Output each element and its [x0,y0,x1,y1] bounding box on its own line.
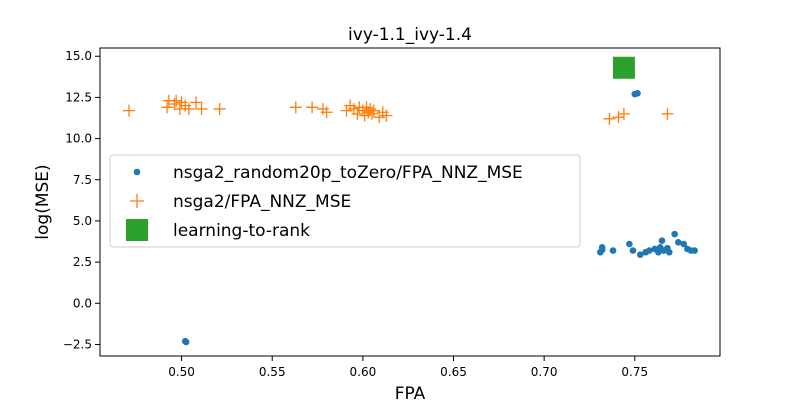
y-tick-label: 12.5 [65,90,92,104]
y-axis-title: log(MSE) [33,164,53,239]
data-point-plus [367,104,380,117]
legend-marker-square [126,219,148,241]
data-point-square [612,56,635,79]
x-tick-label: 0.60 [350,365,377,379]
plot-area [123,56,698,346]
data-point-plus [168,98,181,110]
data-point-circle [636,251,644,259]
data-point-circle [598,243,606,251]
y-tick-label: 15.0 [65,49,92,63]
legend-frame [109,154,581,248]
data-point-circle [182,338,190,346]
legend-marker-circle [133,168,141,176]
y-tick-label: 0.0 [73,296,92,310]
data-point-plus [123,104,136,117]
x-axis: 0.50 0.55 0.60 0.65 0.70 0.75 [168,356,648,379]
data-point-circle [675,239,682,246]
x-tick-label: 0.65 [440,365,467,379]
data-point-plus [195,102,208,115]
data-point-circle [680,240,688,248]
data-point-plus [161,101,174,114]
data-point-plus [306,101,319,114]
series-0 [181,89,698,346]
x-tick-label: 0.50 [168,365,195,379]
data-point-plus [289,101,302,114]
data-point-circle [658,237,666,245]
data-point-circle [629,247,637,254]
data-point-plus [190,96,203,109]
y-tick-label: 7.5 [73,173,92,187]
data-point-circle [609,247,617,254]
legend-entries: nsga2_random20p_toZero/FPA_NNZ_MSE nsga2/… [126,163,523,241]
data-point-circle [671,230,678,238]
legend-marker-plus [130,194,144,208]
y-tick-label: 2.5 [73,255,92,269]
x-tick-label: 0.75 [621,365,648,379]
legend-label: nsga2_random20p_toZero/FPA_NNZ_MSE [173,163,523,183]
axes-frame [99,47,721,357]
x-tick-label: 0.55 [259,365,286,379]
data-point-circle [691,247,698,254]
data-point-plus [170,94,183,107]
data-point-plus [320,106,333,119]
legend: nsga2_random20p_toZero/FPA_NNZ_MSE nsga2/… [109,154,581,248]
data-point-plus [603,112,616,125]
data-point-plus [612,111,625,124]
data-point-plus [182,102,195,115]
legend-label: nsga2/FPA_NNZ_MSE [173,192,351,212]
data-point-plus [380,109,393,122]
y-tick-label: 5.0 [73,214,92,228]
y-tick-label: −2.5 [63,337,92,351]
data-point-plus [365,107,378,120]
legend-label: learning-to-rank [173,221,310,241]
y-tick-label: 10.0 [65,132,92,146]
data-point-plus [661,107,674,120]
series-1 [123,94,674,125]
series-2 [612,56,635,79]
data-point-circle [634,89,641,97]
x-axis-title: FPA [395,384,426,400]
data-point-plus [617,107,630,120]
data-point-plus [213,102,226,115]
data-point-plus [351,107,364,120]
chart-title: ivy-1.1_ivy-1.4 [348,25,472,45]
y-axis: −2.5 0.0 2.5 5.0 7.5 10.0 12.5 15.0 [63,49,100,351]
data-point-circle [645,247,653,254]
x-tick-label: 0.70 [531,365,558,379]
data-point-circle [626,240,633,248]
data-point-circle [665,248,673,256]
